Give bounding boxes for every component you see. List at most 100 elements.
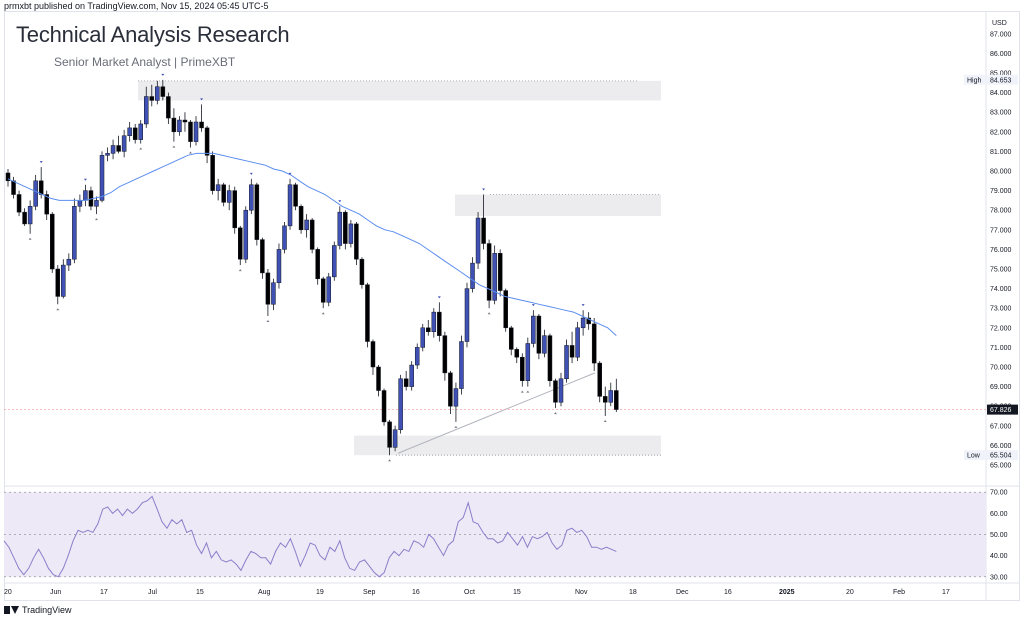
candle-body bbox=[580, 317, 586, 329]
swing-low-marker bbox=[603, 420, 607, 422]
time-tick-label: Aug bbox=[258, 589, 271, 596]
price-tick-label: 73.000 bbox=[990, 306, 1012, 313]
price-tick-label: 76.000 bbox=[990, 247, 1012, 254]
published-note: prmxbt published on TradingView.com, Nov… bbox=[4, 1, 269, 11]
candle-body bbox=[337, 211, 343, 246]
swing-low-marker bbox=[520, 390, 524, 393]
candle-body bbox=[293, 184, 298, 207]
candle-body bbox=[204, 127, 210, 156]
price-tick-label: 77.000 bbox=[990, 227, 1012, 234]
price-tick-label: 82.000 bbox=[990, 129, 1012, 136]
swing-low-marker bbox=[172, 145, 176, 148]
swing-low-marker bbox=[388, 459, 392, 462]
swing-low-marker bbox=[553, 412, 557, 415]
swing-low-marker bbox=[188, 151, 192, 154]
time-tick-label: 15 bbox=[513, 589, 521, 596]
rsi-tick-label: 60.00 bbox=[990, 511, 1008, 518]
candle-body bbox=[597, 362, 602, 397]
candle-body bbox=[392, 429, 398, 448]
swing-low-marker bbox=[139, 147, 143, 150]
swing-low-marker bbox=[487, 312, 491, 315]
candle-body bbox=[586, 317, 591, 325]
swing-low-marker bbox=[454, 425, 458, 428]
time-tick-label: 20 bbox=[4, 589, 12, 596]
candle-body bbox=[215, 184, 221, 191]
candle-body bbox=[547, 335, 553, 381]
candle-body bbox=[553, 380, 558, 403]
candle-body bbox=[564, 345, 569, 380]
candle-body bbox=[304, 219, 309, 231]
price-tick-label: 71.000 bbox=[990, 345, 1012, 352]
time-tick-label: 16 bbox=[412, 589, 420, 596]
candle-body bbox=[503, 290, 508, 329]
high-tag-label-bg bbox=[964, 74, 986, 85]
candle-body bbox=[348, 223, 354, 244]
candle-body bbox=[44, 194, 49, 215]
candle-body bbox=[193, 121, 199, 142]
candle-body bbox=[398, 378, 403, 430]
candle-body bbox=[531, 315, 536, 344]
chart-subtitle: Senior Market Analyst | PrimeXBT bbox=[54, 55, 236, 69]
candle-body bbox=[138, 123, 143, 140]
low-tag-label: Low bbox=[967, 453, 981, 460]
chart-title: Technical Analysis Research bbox=[16, 22, 290, 47]
candle-body bbox=[16, 194, 22, 213]
candle-body bbox=[470, 262, 475, 289]
rsi-tick-label: 30.00 bbox=[990, 574, 1008, 581]
price-tick-label: 75.000 bbox=[990, 267, 1012, 274]
candle-body bbox=[525, 343, 531, 381]
time-tick-label: Dec bbox=[676, 589, 689, 596]
time-tick-label: 15 bbox=[196, 589, 204, 596]
brand-label: TradingView bbox=[22, 605, 72, 615]
time-tick-label: 20 bbox=[846, 589, 854, 596]
candle-body bbox=[49, 213, 55, 270]
candle-body bbox=[381, 390, 387, 423]
price-tick-label: 81.000 bbox=[990, 149, 1012, 156]
candle-body bbox=[260, 239, 265, 274]
swing-low-marker bbox=[266, 320, 270, 323]
candle-body bbox=[481, 217, 486, 244]
candle-body bbox=[536, 315, 542, 354]
tradingview-brand[interactable]: TradingView bbox=[4, 605, 72, 615]
candle-body bbox=[116, 145, 121, 152]
candle-body bbox=[459, 341, 464, 389]
low-tag-label-bg bbox=[964, 450, 986, 461]
swing-high-marker bbox=[39, 161, 43, 164]
candle-body bbox=[254, 184, 260, 240]
swing-high-marker bbox=[249, 172, 253, 175]
swing-high-marker bbox=[531, 304, 535, 307]
chart-frame bbox=[4, 11, 1020, 601]
candle-body bbox=[608, 390, 614, 403]
rsi-line bbox=[3, 495, 617, 578]
swing-high-marker bbox=[288, 172, 292, 175]
price-tick-label: 74.000 bbox=[990, 286, 1012, 293]
time-tick-label: 2025 bbox=[779, 589, 795, 596]
candle-body bbox=[221, 184, 226, 203]
candle-body bbox=[387, 421, 392, 448]
candle-body bbox=[83, 190, 88, 201]
moving-average-line bbox=[7, 152, 617, 336]
price-tick-label: 72.000 bbox=[990, 325, 1012, 332]
candle-body bbox=[602, 396, 608, 403]
candle-body bbox=[171, 117, 177, 133]
candle-body bbox=[160, 86, 166, 97]
price-tick-label: 67.000 bbox=[990, 423, 1012, 430]
candle-body bbox=[298, 206, 304, 231]
candle-body bbox=[514, 349, 520, 358]
candle-body bbox=[110, 145, 116, 154]
candle-body bbox=[315, 249, 320, 280]
candle-body bbox=[182, 119, 188, 123]
candle-body bbox=[66, 258, 72, 266]
low-tag-value: 65.504 bbox=[990, 453, 1012, 460]
candle-body bbox=[105, 153, 110, 156]
candle-body bbox=[575, 327, 580, 358]
swing-high-marker bbox=[161, 73, 165, 76]
candle-body bbox=[243, 209, 249, 260]
candle-body bbox=[442, 335, 448, 374]
candle-body bbox=[475, 217, 481, 264]
candle-body bbox=[309, 219, 315, 250]
candle-body bbox=[520, 356, 525, 381]
candle-body bbox=[121, 135, 127, 152]
time-tick-label: 18 bbox=[629, 589, 637, 596]
